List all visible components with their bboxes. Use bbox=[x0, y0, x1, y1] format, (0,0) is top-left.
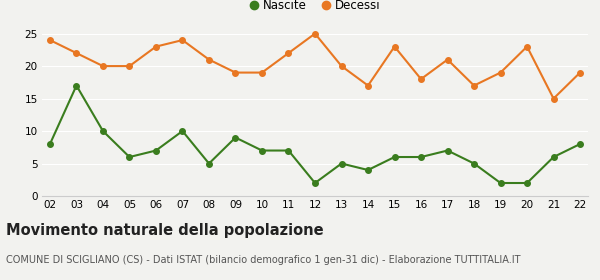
Text: COMUNE DI SCIGLIANO (CS) - Dati ISTAT (bilancio demografico 1 gen-31 dic) - Elab: COMUNE DI SCIGLIANO (CS) - Dati ISTAT (b… bbox=[6, 255, 521, 265]
Legend: Nascite, Decessi: Nascite, Decessi bbox=[244, 0, 386, 17]
Text: Movimento naturale della popolazione: Movimento naturale della popolazione bbox=[6, 223, 323, 238]
